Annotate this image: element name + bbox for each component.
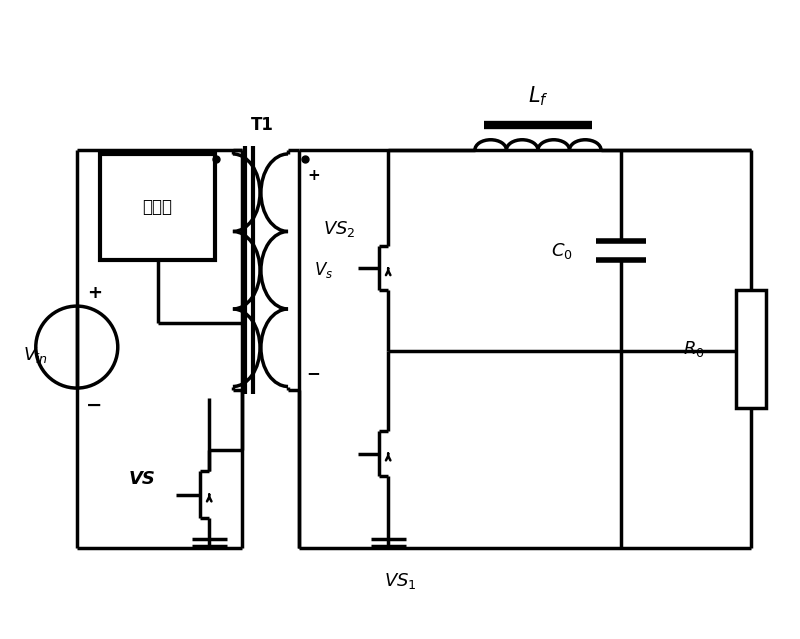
Text: −: −	[86, 396, 102, 415]
Bar	[736, 290, 766, 408]
Text: $V_{in}$: $V_{in}$	[23, 345, 48, 365]
Text: $R_0$: $R_0$	[683, 339, 705, 359]
Text: $L_f$: $L_f$	[528, 84, 548, 108]
Text: VS: VS	[129, 470, 156, 488]
Text: T1: T1	[250, 116, 274, 134]
Text: 磁复位: 磁复位	[142, 198, 173, 216]
Bar	[101, 154, 214, 260]
Text: +: +	[307, 167, 320, 183]
Text: $V_s$: $V_s$	[314, 260, 333, 281]
Text: $C_0$: $C_0$	[550, 240, 573, 261]
Text: −: −	[306, 364, 320, 382]
Text: $VS_2$: $VS_2$	[323, 219, 355, 239]
Text: +: +	[86, 284, 102, 302]
Text: $VS_1$: $VS_1$	[384, 571, 416, 591]
